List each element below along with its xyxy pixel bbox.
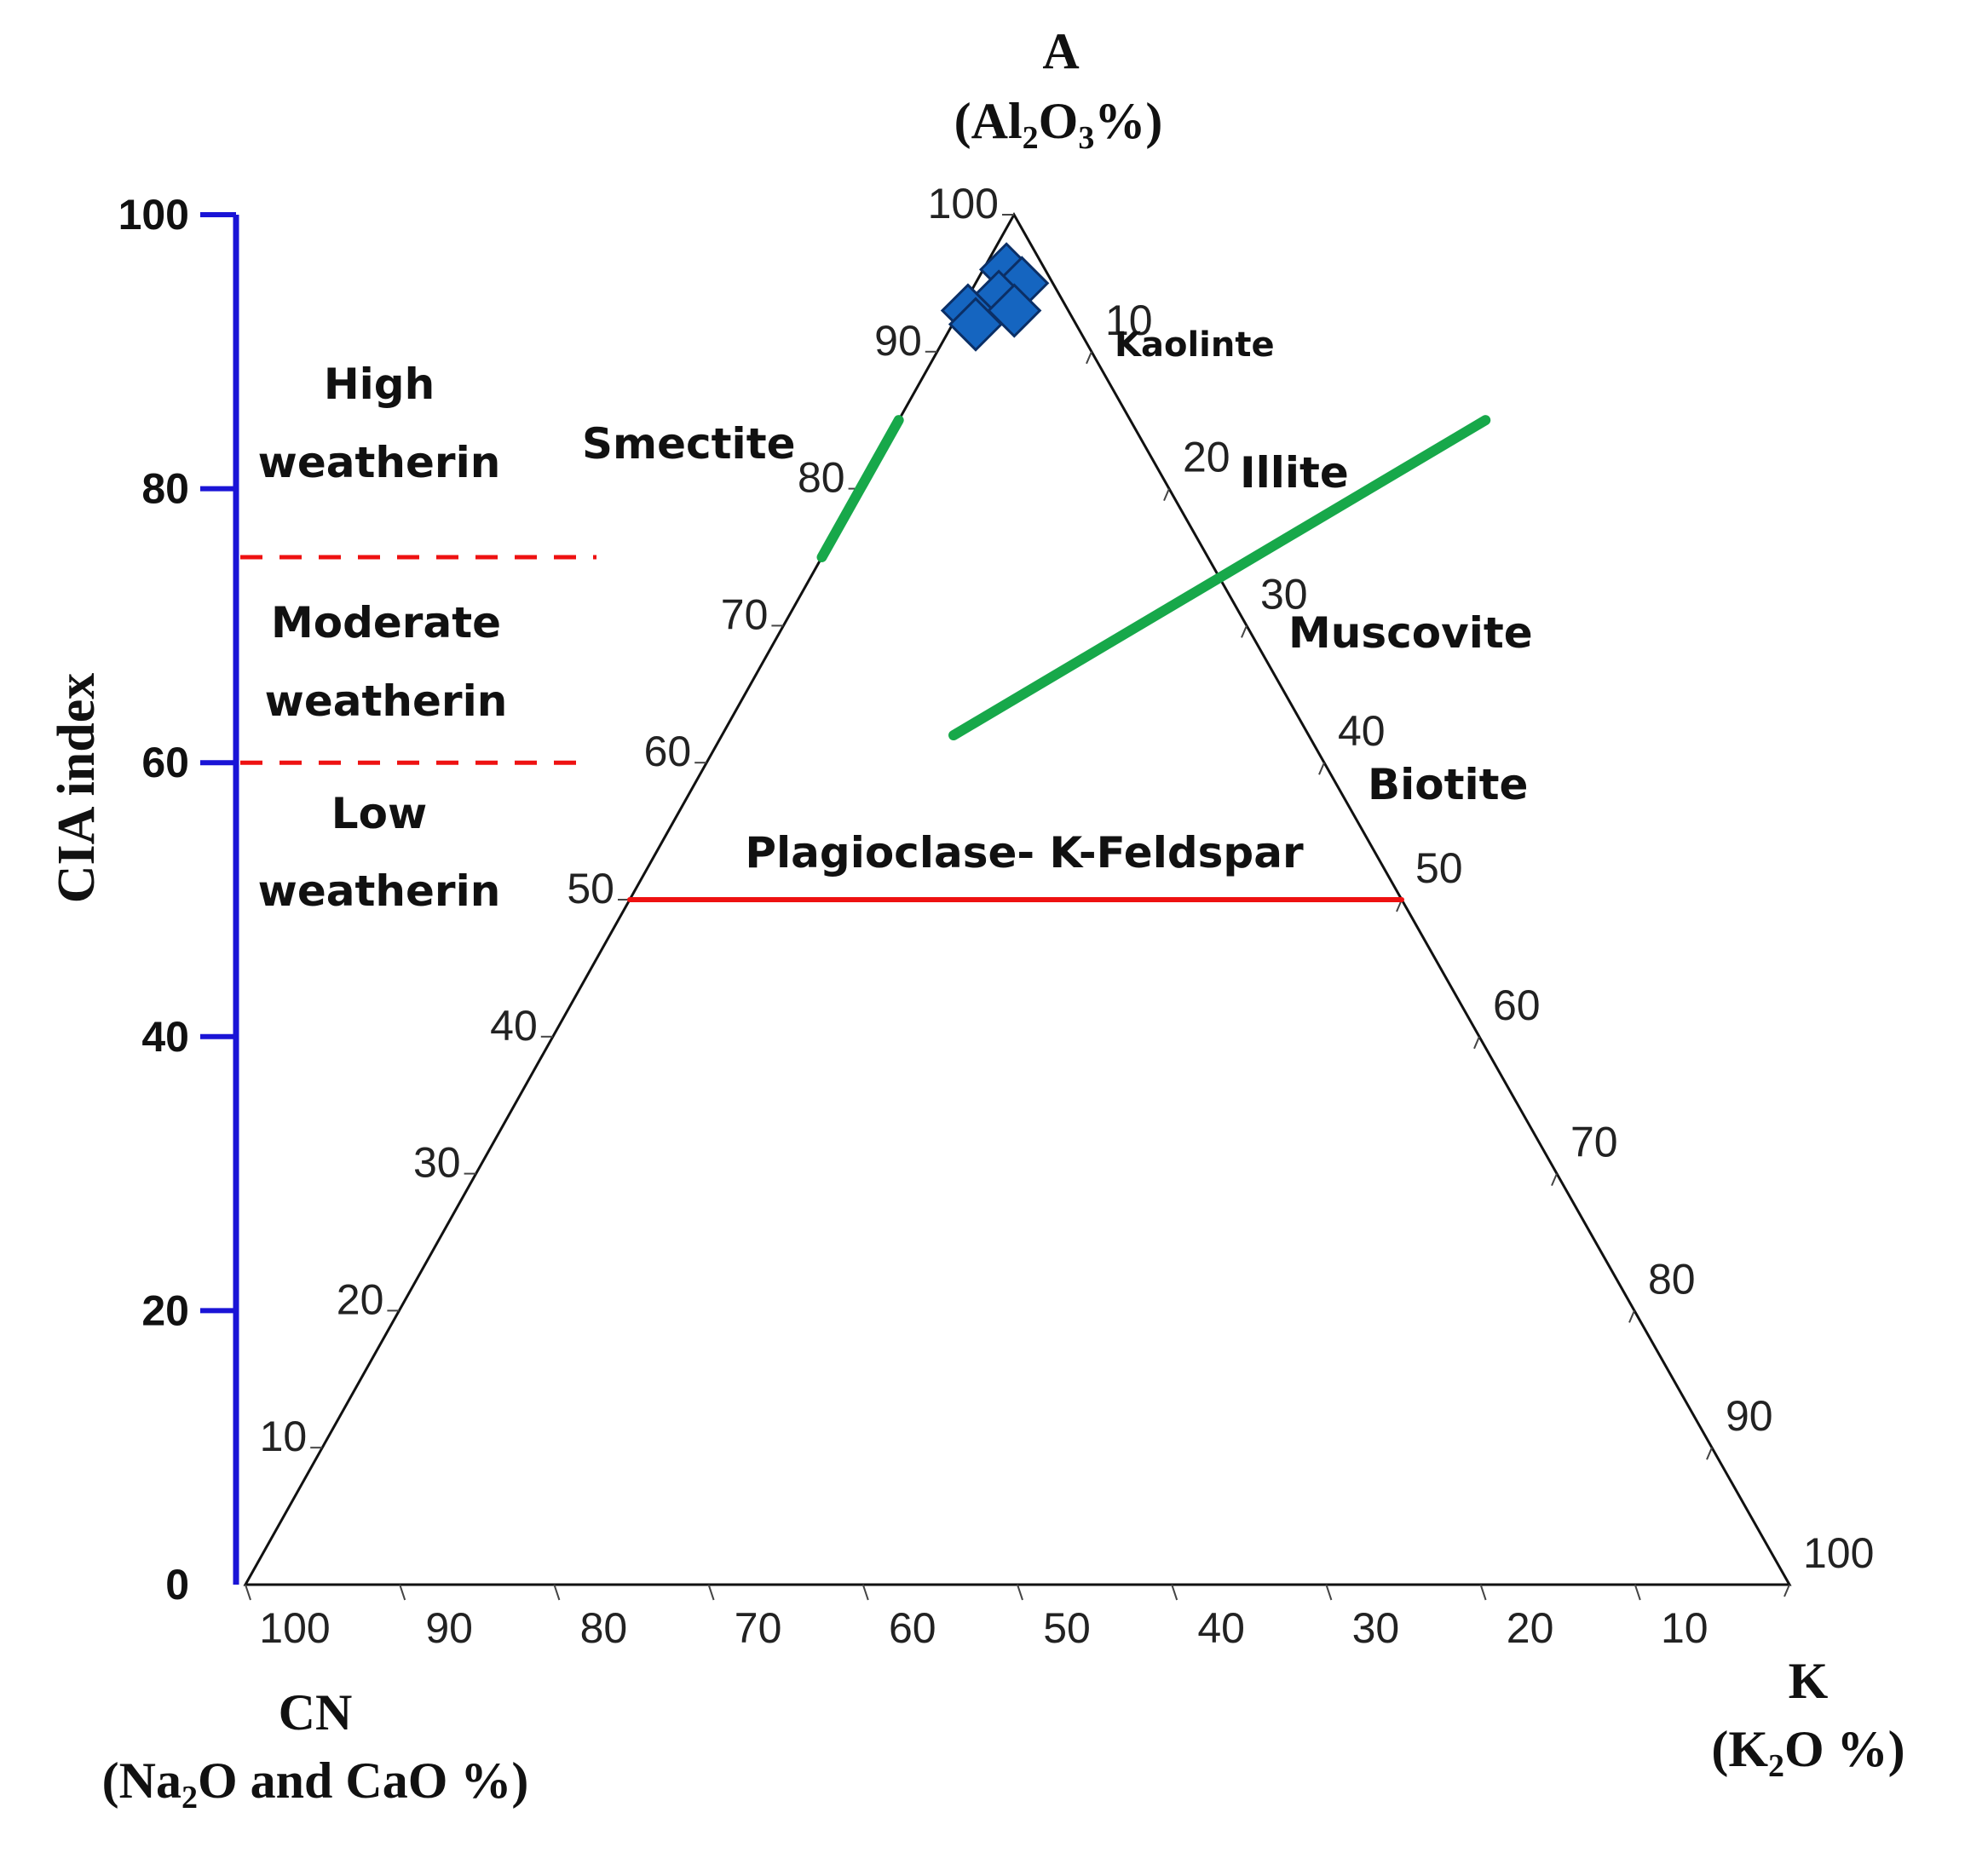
cia-tick-label: 40 xyxy=(141,1013,189,1061)
zone-low-line2: weatherin xyxy=(258,866,501,916)
vertex-cn-label: CN xyxy=(279,1684,353,1741)
right-tick-label: 80 xyxy=(1648,1255,1696,1303)
bottom-tick-label: 100 xyxy=(259,1604,330,1652)
bottom-tick-label: 10 xyxy=(1661,1604,1709,1652)
right-tick-mark xyxy=(1706,1447,1713,1460)
zone-moderate-line2: weatherin xyxy=(265,676,508,726)
smectite-label: Smectite xyxy=(582,419,796,469)
left-tick-label: 80 xyxy=(798,454,845,502)
mineral-line xyxy=(816,415,904,562)
bottom-tick-label: 20 xyxy=(1507,1604,1554,1652)
kaolinite-label: Kaolinte xyxy=(1115,325,1275,365)
bottom-tick-label: 80 xyxy=(580,1604,628,1652)
zone-low-line1: Low xyxy=(331,789,427,838)
vertex-a-sublabel: (Al2O3%) xyxy=(954,93,1163,156)
bottom-tick-mark xyxy=(245,1584,251,1601)
sample-points xyxy=(940,242,1050,352)
bottom-tick-mark xyxy=(553,1584,561,1601)
bottom-tick-mark xyxy=(399,1584,406,1601)
right-tick-label: 30 xyxy=(1260,570,1308,618)
right-tick-label: 60 xyxy=(1493,981,1541,1029)
bottom-tick-mark xyxy=(861,1584,869,1601)
left-tick-label: 90 xyxy=(874,317,922,365)
vertex-k-label: K xyxy=(1789,1653,1829,1709)
right-tick-mark xyxy=(1551,1173,1558,1186)
zone-high-line2: weatherin xyxy=(258,438,501,487)
cia-axis: 0 20 40 60 80 100 xyxy=(118,191,239,1608)
bottom-axis-ticks: 100 90 80 70 60 50 40 30 20 10 xyxy=(245,1584,1709,1652)
cia-axis-title: CIA index xyxy=(48,673,106,903)
illite-label: Illite xyxy=(1240,448,1349,498)
right-tick-label: 40 xyxy=(1338,707,1386,755)
bottom-tick-label: 90 xyxy=(425,1604,473,1652)
right-tick-mark xyxy=(1318,762,1325,775)
left-tick-label: 100 xyxy=(928,180,999,227)
right-tick-mark xyxy=(1628,1310,1635,1323)
mineral-line xyxy=(948,415,1491,741)
bottom-tick-label: 50 xyxy=(1043,1604,1091,1652)
mineral-lines xyxy=(627,415,1491,902)
left-tick-label: 30 xyxy=(413,1139,461,1187)
biotite-label: Biotite xyxy=(1368,760,1528,809)
right-tick-label: 90 xyxy=(1726,1392,1773,1440)
bottom-tick-mark xyxy=(1017,1584,1023,1601)
bottom-tick-label: 60 xyxy=(889,1604,936,1652)
cia-tick-label: 60 xyxy=(141,739,189,786)
bottom-tick-mark xyxy=(1634,1584,1641,1601)
right-tick-label: 50 xyxy=(1415,844,1463,892)
left-tick-label: 40 xyxy=(490,1002,538,1050)
right-tick-label: 70 xyxy=(1570,1119,1618,1166)
zone-high-line1: High xyxy=(324,360,435,409)
bottom-tick-label: 30 xyxy=(1352,1604,1400,1652)
cia-tick-label: 100 xyxy=(118,191,189,239)
vertex-k-sublabel: (K2O %) xyxy=(1711,1721,1904,1784)
right-tick-mark xyxy=(1241,625,1248,638)
left-axis-ticks: 10 20 30 40 50 60 70 80 90 100 xyxy=(260,180,1014,1460)
left-tick-label: 70 xyxy=(721,590,769,638)
right-tick-label: 20 xyxy=(1183,434,1230,481)
bottom-tick-label: 40 xyxy=(1197,1604,1245,1652)
left-tick-label: 50 xyxy=(567,865,614,912)
sample-diamond xyxy=(948,296,1004,352)
right-tick-mark xyxy=(1783,1584,1790,1597)
bottom-tick-label: 70 xyxy=(735,1604,782,1652)
left-tick-label: 10 xyxy=(260,1413,308,1460)
vertex-cn-sublabel: (Na2O and CaO %) xyxy=(102,1752,529,1816)
left-tick-label: 60 xyxy=(644,728,692,775)
right-tick-mark xyxy=(1473,1036,1480,1050)
bottom-tick-mark xyxy=(1325,1584,1333,1601)
muscovite-label: Muscovite xyxy=(1288,608,1533,658)
right-tick-label: 100 xyxy=(1803,1529,1874,1577)
bottom-tick-mark xyxy=(707,1584,715,1601)
bottom-tick-mark xyxy=(1171,1584,1178,1601)
vertex-a-label: A xyxy=(1042,23,1079,79)
left-tick-label: 20 xyxy=(337,1275,384,1323)
right-tick-mark xyxy=(1163,488,1170,501)
right-tick-mark xyxy=(1086,351,1092,365)
bottom-tick-mark xyxy=(1479,1584,1487,1601)
right-axis-ticks: 10 20 30 40 50 60 70 80 90 100 xyxy=(1086,296,1874,1597)
plagioclase-kfeldspar-label: Plagioclase- K-Feldspar xyxy=(745,828,1304,878)
cia-tick-label: 0 xyxy=(165,1561,189,1608)
right-tick-label: 10 xyxy=(1105,296,1153,344)
cia-tick-label: 80 xyxy=(141,465,189,513)
cia-tick-label: 20 xyxy=(141,1286,189,1334)
zone-moderate-line1: Moderate xyxy=(271,598,501,647)
